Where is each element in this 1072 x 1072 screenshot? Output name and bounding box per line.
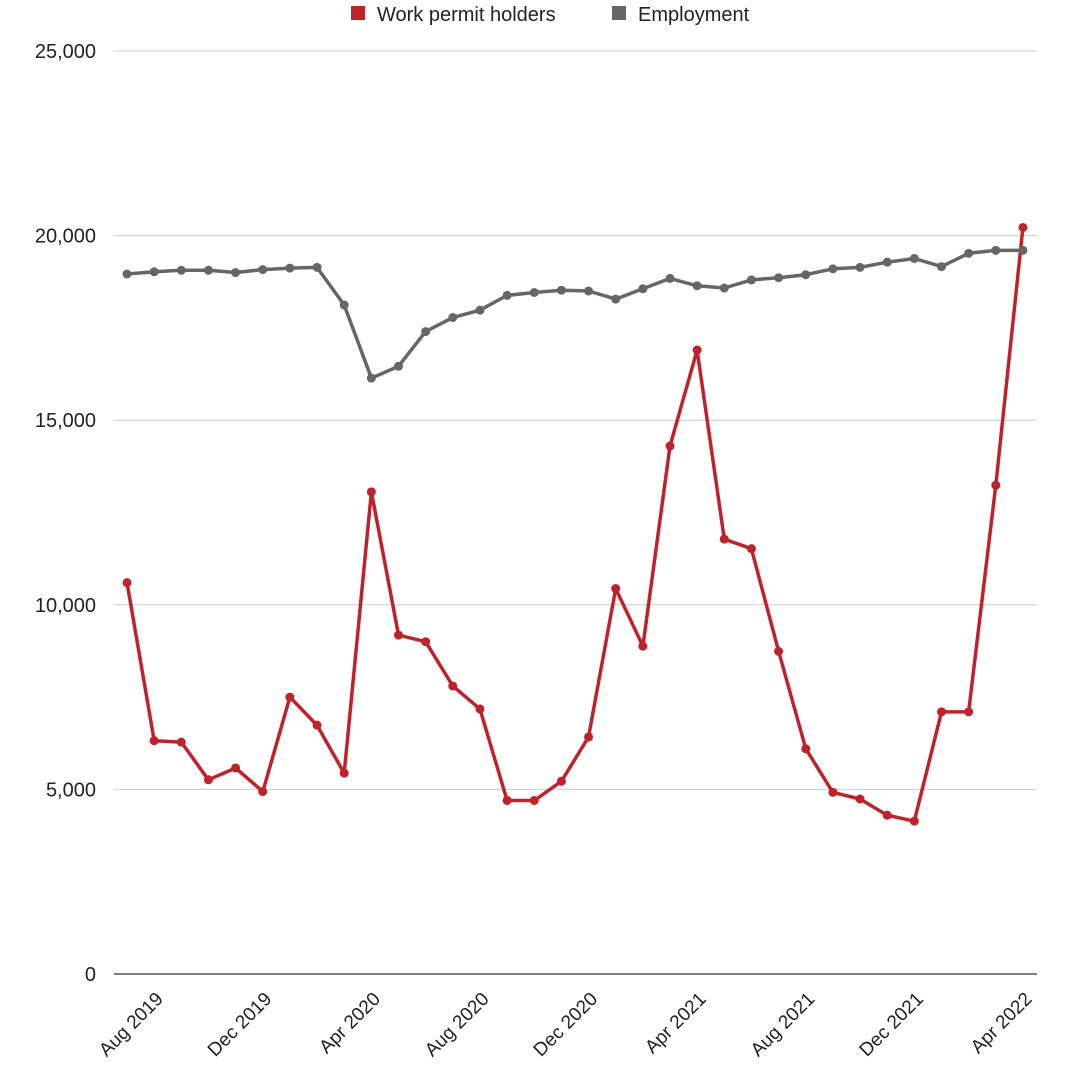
- y-tick-label: 5,000: [46, 779, 96, 801]
- data-point-work-permit-holders: [828, 787, 838, 797]
- data-point-work-permit-holders: [638, 641, 648, 651]
- data-point-work-permit-holders: [285, 692, 295, 702]
- x-tick-label: Dec 2019: [204, 989, 276, 1061]
- data-point-employment: [258, 265, 268, 275]
- legend-swatch-employment: [612, 6, 626, 20]
- data-point-work-permit-holders: [176, 737, 186, 747]
- x-tick-label: Dec 2021: [856, 989, 928, 1061]
- data-point-employment: [937, 262, 946, 272]
- data-point-work-permit-holders: [475, 704, 485, 714]
- data-point-work-permit-holders: [421, 637, 431, 647]
- series-line-employment: [125, 248, 1025, 380]
- data-point-employment: [964, 248, 974, 258]
- data-point-work-permit-holders: [394, 630, 403, 640]
- data-point-employment: [882, 257, 892, 267]
- data-point-work-permit-holders: [882, 810, 892, 820]
- data-point-employment: [909, 253, 919, 263]
- y-tick-label: 25,000: [35, 41, 96, 63]
- data-point-employment: [855, 262, 865, 272]
- legend-label-employment: Employment: [638, 4, 750, 26]
- data-point-work-permit-holders: [692, 345, 702, 355]
- data-point-employment: [665, 273, 675, 283]
- data-point-work-permit-holders: [909, 816, 919, 826]
- gridlines: [114, 50, 1037, 975]
- data-point-employment: [828, 264, 838, 274]
- data-point-employment: [556, 285, 566, 295]
- data-point-work-permit-holders: [1018, 222, 1028, 232]
- data-point-employment: [394, 361, 403, 371]
- data-point-employment: [149, 267, 159, 277]
- data-point-work-permit-holders: [855, 794, 865, 804]
- x-tick-label: Dec 2020: [530, 989, 602, 1061]
- data-point-employment: [774, 273, 784, 283]
- series-line-work-permit-holders: [125, 225, 1025, 823]
- data-point-employment: [339, 300, 349, 310]
- data-point-work-permit-holders: [584, 732, 594, 742]
- x-tick-label: Aug 2021: [747, 989, 819, 1061]
- y-tick-label: 0: [85, 964, 96, 986]
- data-point-work-permit-holders: [203, 775, 213, 785]
- x-tick-label: Apr 2022: [967, 989, 1036, 1058]
- data-point-employment: [203, 265, 213, 275]
- data-point-work-permit-holders: [719, 534, 729, 544]
- data-point-employment: [176, 265, 186, 275]
- data-point-work-permit-holders: [122, 578, 132, 588]
- data-point-work-permit-holders: [149, 736, 159, 746]
- x-tick-label: Aug 2020: [421, 989, 493, 1061]
- data-point-work-permit-holders: [339, 768, 349, 778]
- data-point-work-permit-holders: [964, 707, 974, 717]
- data-point-employment: [366, 373, 376, 383]
- data-point-work-permit-holders: [312, 720, 322, 730]
- data-point-employment: [692, 281, 702, 291]
- data-point-work-permit-holders: [556, 776, 566, 786]
- y-tick-label: 15,000: [35, 410, 96, 432]
- x-axis-ticks: Aug 2019 Dec 2019 Apr 2020 Aug 2020 Dec 2020…: [95, 989, 1036, 1061]
- data-point-work-permit-holders: [611, 584, 621, 594]
- series-employment: [122, 245, 1028, 383]
- data-point-work-permit-holders: [991, 480, 1001, 490]
- data-point-employment: [746, 275, 756, 285]
- data-point-employment: [638, 284, 648, 294]
- data-point-work-permit-holders: [665, 441, 675, 451]
- data-point-employment: [475, 305, 485, 315]
- x-tick-label: Aug 2019: [95, 989, 167, 1061]
- data-point-employment: [801, 270, 811, 280]
- data-point-employment: [502, 290, 512, 300]
- data-point-employment: [719, 283, 729, 293]
- data-point-employment: [285, 263, 295, 273]
- data-point-work-permit-holders: [366, 487, 376, 497]
- series-work-permit-holders: [122, 222, 1028, 826]
- legend: Work permit holders Employment: [351, 4, 750, 26]
- data-point-employment: [584, 286, 594, 296]
- data-point-work-permit-holders: [231, 763, 241, 773]
- data-point-employment: [122, 269, 132, 279]
- data-point-employment: [231, 268, 241, 278]
- data-point-employment: [1018, 245, 1028, 255]
- y-tick-label: 20,000: [35, 226, 96, 248]
- data-point-employment: [312, 262, 322, 272]
- data-point-work-permit-holders: [746, 544, 756, 554]
- data-point-work-permit-holders: [258, 787, 268, 797]
- x-tick-label: Apr 2020: [316, 989, 385, 1058]
- legend-swatch-work-permit-holders: [351, 6, 365, 20]
- data-point-work-permit-holders: [529, 795, 539, 805]
- series-lines: [122, 222, 1028, 826]
- data-point-work-permit-holders: [448, 681, 458, 691]
- data-point-work-permit-holders: [937, 707, 946, 717]
- data-point-employment: [529, 287, 539, 297]
- legend-label-work-permit-holders: Work permit holders: [377, 4, 556, 26]
- data-point-work-permit-holders: [774, 646, 784, 656]
- data-point-employment: [421, 327, 431, 337]
- x-tick-label: Apr 2021: [641, 989, 710, 1058]
- data-point-work-permit-holders: [801, 744, 811, 754]
- data-point-work-permit-holders: [502, 795, 512, 805]
- y-axis-ticks: 0 5,000 10,000 15,000 20,000 25,000: [35, 41, 96, 986]
- data-point-employment: [991, 245, 1001, 255]
- data-point-employment: [448, 313, 458, 323]
- y-tick-label: 10,000: [35, 595, 96, 617]
- data-point-employment: [611, 294, 621, 304]
